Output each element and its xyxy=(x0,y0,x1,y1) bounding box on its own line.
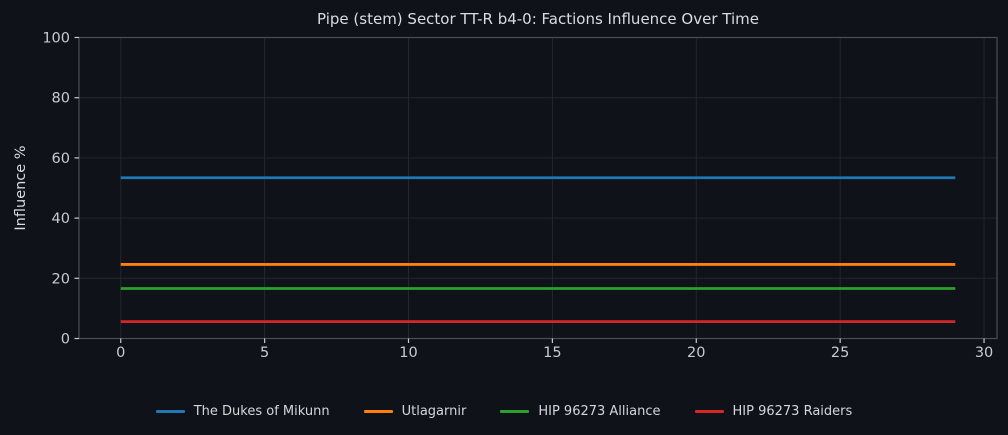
x-tick-label: 10 xyxy=(399,345,417,361)
y-tick-label: 20 xyxy=(52,271,70,287)
legend-label: HIP 96273 Alliance xyxy=(538,403,661,419)
legend: The Dukes of Mikunn Utlagarnir HIP 96273 A… xyxy=(0,399,1008,423)
legend-label: The Dukes of Mikunn xyxy=(193,403,330,419)
legend-label: Utlagarnir xyxy=(401,403,467,419)
legend-item: HIP 96273 Raiders xyxy=(694,403,853,419)
y-tick-label: 60 xyxy=(52,151,70,167)
axes-background xyxy=(79,37,997,339)
x-tick-label: 0 xyxy=(116,345,125,361)
y-tick-label: 100 xyxy=(42,31,70,47)
x-tick-label: 15 xyxy=(543,345,561,361)
legend-swatch xyxy=(694,409,724,413)
y-tick-label: 0 xyxy=(61,332,70,348)
legend-swatch xyxy=(500,409,530,413)
legend-swatch xyxy=(363,409,393,413)
axes-spines xyxy=(78,36,998,340)
y-tick-label: 40 xyxy=(52,211,70,227)
x-tick-label: 20 xyxy=(687,345,705,361)
chart-title: Pipe (stem) Sector TT-R b4-0: Factions I… xyxy=(317,10,759,28)
legend-swatch xyxy=(155,409,185,413)
x-tick-label: 30 xyxy=(975,345,993,361)
legend-label: HIP 96273 Raiders xyxy=(732,403,853,419)
legend-item: The Dukes of Mikunn xyxy=(155,403,330,419)
x-tick-label: 25 xyxy=(831,345,849,361)
y-tick-label: 80 xyxy=(52,91,70,107)
legend-item: HIP 96273 Alliance xyxy=(500,403,661,419)
legend-item: Utlagarnir xyxy=(363,403,467,419)
x-tick-label: 5 xyxy=(260,345,269,361)
